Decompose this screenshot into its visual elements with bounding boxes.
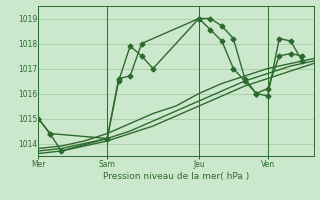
- X-axis label: Pression niveau de la mer( hPa ): Pression niveau de la mer( hPa ): [103, 172, 249, 181]
